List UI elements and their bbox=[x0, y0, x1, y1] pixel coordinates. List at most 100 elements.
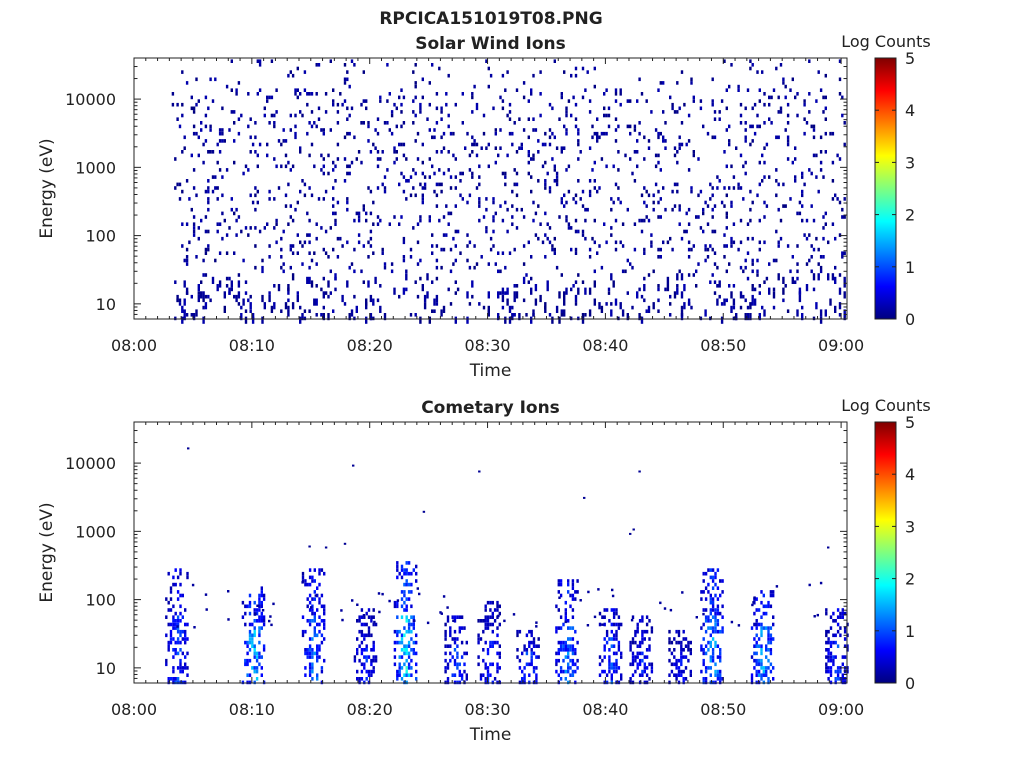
count-cell bbox=[296, 95, 299, 100]
count-cell bbox=[567, 655, 570, 659]
count-cell bbox=[258, 651, 261, 656]
count-cell bbox=[444, 680, 447, 685]
count-cell bbox=[320, 680, 324, 685]
count-cell bbox=[249, 135, 252, 140]
count-cell bbox=[176, 625, 179, 628]
count-cell bbox=[719, 611, 722, 616]
count-cell bbox=[306, 648, 309, 652]
count-cell bbox=[769, 648, 773, 652]
count-cell bbox=[511, 131, 514, 136]
count-cell bbox=[652, 207, 655, 212]
count-cell bbox=[244, 604, 247, 609]
count-cell bbox=[167, 622, 170, 627]
count-cell bbox=[260, 593, 263, 598]
count-cell bbox=[518, 146, 521, 150]
count-cell bbox=[739, 265, 743, 270]
count-cell bbox=[548, 102, 552, 107]
count-cell bbox=[310, 92, 314, 96]
count-cell bbox=[393, 604, 397, 609]
count-cell bbox=[486, 626, 490, 630]
count-cell bbox=[564, 677, 567, 681]
count-cell bbox=[801, 189, 804, 194]
count-cell bbox=[687, 648, 690, 652]
x-tick-label: 08:10 bbox=[229, 336, 275, 355]
count-cell bbox=[323, 626, 326, 630]
count-cell bbox=[756, 273, 759, 277]
count-cell bbox=[195, 131, 198, 136]
count-cell bbox=[794, 95, 797, 100]
count-cell bbox=[532, 153, 535, 158]
count-cell bbox=[532, 666, 536, 670]
count-cell bbox=[184, 680, 187, 685]
count-cell bbox=[452, 236, 455, 241]
count-cell bbox=[523, 644, 526, 648]
count-cell bbox=[565, 200, 568, 205]
count-cell bbox=[332, 88, 335, 92]
count-cell bbox=[608, 655, 611, 659]
count-cell bbox=[571, 579, 575, 583]
count-cell bbox=[323, 637, 326, 641]
count-cell bbox=[315, 222, 318, 226]
count-cell bbox=[181, 70, 184, 74]
count-cell bbox=[504, 182, 507, 187]
count-cell bbox=[591, 168, 594, 172]
count-cell bbox=[181, 651, 184, 656]
count-cell bbox=[685, 142, 688, 147]
count-cell bbox=[315, 298, 318, 306]
count-cell bbox=[322, 128, 325, 132]
count-cell bbox=[652, 302, 655, 310]
count-cell bbox=[838, 92, 842, 96]
count-cell bbox=[405, 651, 408, 656]
count-cell bbox=[253, 648, 256, 652]
count-cell bbox=[765, 673, 768, 677]
count-cell bbox=[817, 189, 820, 194]
count-cell bbox=[192, 106, 196, 111]
count-cell bbox=[405, 615, 408, 619]
count-cell bbox=[301, 313, 304, 321]
count-cell bbox=[334, 218, 337, 223]
count-cell bbox=[311, 637, 314, 641]
count-cell bbox=[723, 150, 726, 154]
count-cell bbox=[374, 655, 378, 659]
count-cell bbox=[306, 619, 309, 623]
count-cell bbox=[605, 240, 608, 245]
count-cell bbox=[247, 168, 250, 172]
count-cell bbox=[716, 677, 720, 681]
count-cell bbox=[548, 135, 552, 140]
count-cell bbox=[412, 110, 415, 114]
colorbar-tick-label: 0 bbox=[905, 674, 915, 693]
count-cell bbox=[673, 153, 677, 158]
count-cell bbox=[652, 200, 655, 205]
count-cell bbox=[680, 236, 684, 241]
count-cell bbox=[760, 662, 763, 667]
count-cell bbox=[405, 571, 408, 576]
count-cell bbox=[400, 110, 403, 114]
count-cell bbox=[475, 186, 479, 190]
count-cell bbox=[702, 651, 705, 656]
count-cell bbox=[675, 629, 678, 634]
count-cell bbox=[683, 102, 686, 107]
count-cell bbox=[246, 651, 249, 656]
count-cell bbox=[184, 608, 187, 612]
count-cell bbox=[767, 600, 770, 605]
count-cell bbox=[786, 157, 790, 161]
count-cell bbox=[751, 124, 754, 129]
count-cell bbox=[357, 215, 361, 219]
count-cell bbox=[756, 258, 759, 263]
count-cell bbox=[571, 593, 575, 598]
count-cell bbox=[419, 102, 422, 107]
count-cell bbox=[610, 666, 613, 670]
count-cell bbox=[365, 218, 368, 223]
count-cell bbox=[176, 294, 179, 303]
count-cell bbox=[829, 626, 833, 630]
count-cell bbox=[615, 611, 618, 616]
count-cell bbox=[528, 644, 531, 648]
count-cell bbox=[758, 88, 761, 92]
x-tick-label: 08:30 bbox=[464, 336, 510, 355]
count-cell bbox=[798, 200, 802, 205]
count-cell bbox=[841, 662, 844, 667]
count-cell bbox=[633, 124, 637, 129]
count-cell bbox=[574, 662, 577, 667]
count-cell bbox=[584, 236, 587, 241]
count-cell bbox=[192, 110, 196, 114]
